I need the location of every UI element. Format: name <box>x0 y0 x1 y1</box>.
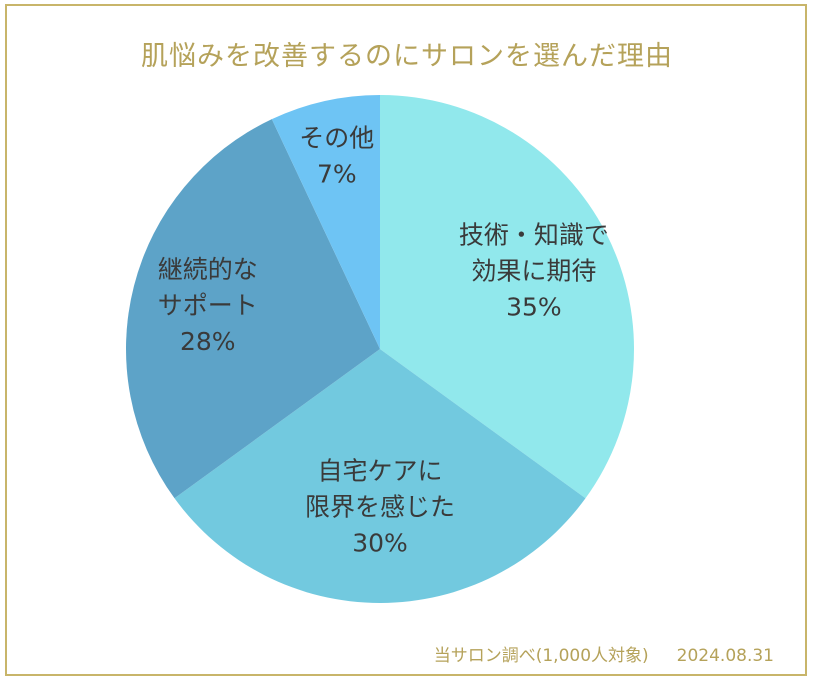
slice-category-label: 効果に期待 <box>471 257 596 286</box>
slice-category-label: 限界を感じた <box>305 492 455 521</box>
chart-title: 肌悩みを改善するのにサロンを選んだ理由 <box>141 41 673 72</box>
slice-value-label: 30% <box>352 528 408 557</box>
source-note: 当サロン調べ(1,000人対象) <box>433 646 649 666</box>
chart-footer: 当サロン調べ(1,000人対象) 2024.08.31 <box>434 641 774 666</box>
slice-label: 技術・知識で効果に期待 35% <box>459 221 609 322</box>
pie-labels: 技術・知識で効果に期待 35% 自宅ケアに限界を感じた 30% 継続的なサポート 28% そ… <box>158 124 609 558</box>
slice-category-label: 技術・知識で <box>459 221 609 250</box>
pie-slices <box>125 95 634 604</box>
slice-category-label: 継続的な <box>158 255 258 284</box>
slice-label: その他 7% <box>299 124 374 189</box>
slice-value-label: 35% <box>506 293 562 322</box>
survey-date: 2024.08.31 <box>676 646 774 666</box>
pie-slice <box>174 349 586 604</box>
pie-slice <box>125 119 380 499</box>
slice-value-label: 28% <box>180 327 236 356</box>
slice-label: 自宅ケアに限界を感じた 30% <box>305 456 455 557</box>
pie-slice <box>271 95 380 349</box>
pie-slice <box>380 95 634 499</box>
slice-category-label: その他 <box>299 124 374 153</box>
slice-label: 継続的なサポート 28% <box>158 255 258 356</box>
slice-value-label: 7% <box>317 160 357 189</box>
slice-category-label: サポート <box>158 291 258 320</box>
slice-category-label: 自宅ケアに <box>317 456 442 485</box>
